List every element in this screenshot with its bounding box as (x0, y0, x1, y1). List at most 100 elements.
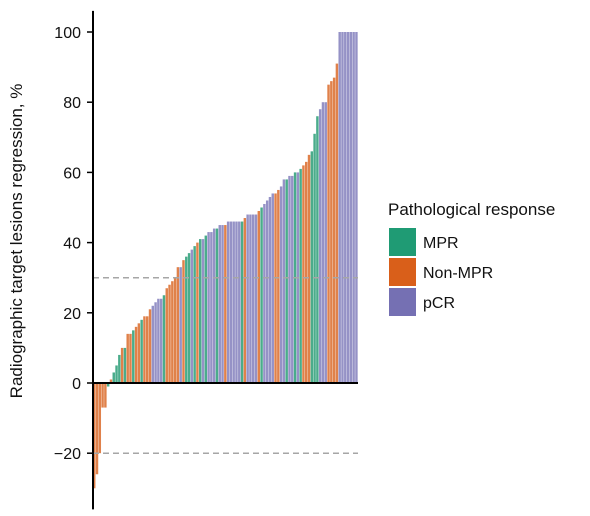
bar (201, 239, 205, 383)
y-axis-title: Radiographic target lesions regression, … (7, 84, 26, 399)
bar (265, 200, 269, 383)
bar (218, 225, 221, 383)
bar (246, 214, 249, 383)
bar (285, 179, 288, 383)
bar (93, 383, 96, 489)
bar (338, 32, 341, 383)
bar (151, 305, 155, 383)
bar (307, 154, 311, 383)
bar (193, 246, 196, 383)
bar (185, 256, 188, 383)
bar (235, 221, 238, 383)
legend: Pathological response MPR Non-MPR pCR (388, 200, 555, 316)
bar (352, 32, 355, 383)
bar (168, 284, 171, 383)
bar (101, 383, 104, 408)
y-tick-label: 40 (63, 236, 81, 253)
bar (226, 221, 230, 383)
bar (257, 211, 261, 383)
bar (238, 221, 241, 383)
y-tick-label: 0 (72, 376, 81, 393)
bar (129, 333, 132, 383)
legend-entries: MPR Non-MPR pCR (389, 228, 493, 316)
bar (137, 323, 141, 383)
bar (210, 232, 213, 383)
bar (229, 221, 233, 383)
bar (282, 179, 286, 383)
y-tick-label: 100 (54, 25, 81, 42)
bar (232, 221, 235, 383)
bar (104, 383, 107, 408)
reference-lines (93, 276, 358, 454)
bar (118, 354, 121, 383)
bar (196, 242, 199, 383)
bar (327, 84, 330, 384)
bar (349, 32, 353, 383)
bar (274, 193, 277, 383)
bars-group (93, 32, 358, 489)
bar (154, 302, 157, 383)
bar (279, 186, 283, 383)
bar (146, 316, 149, 383)
bar (95, 383, 99, 475)
bar (134, 326, 138, 383)
bar (123, 347, 127, 383)
bar (109, 379, 113, 383)
legend-swatch (389, 258, 416, 286)
bar (243, 218, 247, 383)
bar (215, 228, 219, 383)
bar (252, 214, 255, 383)
bar (159, 298, 163, 383)
legend-label: pCR (423, 295, 455, 312)
bar (321, 102, 325, 383)
bar (207, 232, 210, 383)
y-tick-label: 20 (63, 306, 81, 323)
bar (204, 235, 208, 383)
bar (332, 77, 336, 383)
legend-title: Pathological response (388, 200, 555, 219)
y-tick-label: 80 (63, 95, 81, 112)
bar (263, 203, 266, 383)
bar (291, 175, 294, 383)
y-tick-label: −20 (54, 446, 81, 463)
bar (299, 168, 302, 383)
bar (212, 228, 216, 383)
bar (171, 281, 174, 383)
bar (199, 239, 202, 383)
bar (344, 32, 347, 383)
bar (249, 214, 252, 383)
legend-label: Non-MPR (423, 265, 493, 282)
bar (179, 267, 182, 383)
bar (148, 309, 152, 383)
bar (346, 32, 350, 383)
bar (224, 225, 227, 383)
legend-swatch (389, 288, 416, 316)
bar (277, 189, 280, 383)
bar (187, 253, 191, 383)
bar (106, 383, 110, 387)
bar (271, 193, 274, 383)
bar (176, 267, 180, 383)
y-tick-label: 60 (63, 165, 81, 182)
bar (324, 102, 327, 383)
bar (221, 225, 224, 383)
bar (162, 295, 166, 383)
bar (182, 260, 185, 383)
bar (288, 175, 291, 383)
bar (268, 196, 272, 383)
bar (335, 63, 339, 384)
bar (240, 221, 244, 383)
bar (305, 161, 308, 383)
bar (254, 214, 258, 383)
bar (132, 330, 135, 383)
bar (310, 151, 314, 383)
bar (302, 165, 305, 383)
bar (140, 319, 143, 383)
bar (157, 298, 160, 383)
bar (115, 365, 118, 383)
bar (126, 333, 129, 383)
bar (260, 207, 263, 383)
bar (112, 372, 115, 383)
bar (355, 32, 358, 383)
